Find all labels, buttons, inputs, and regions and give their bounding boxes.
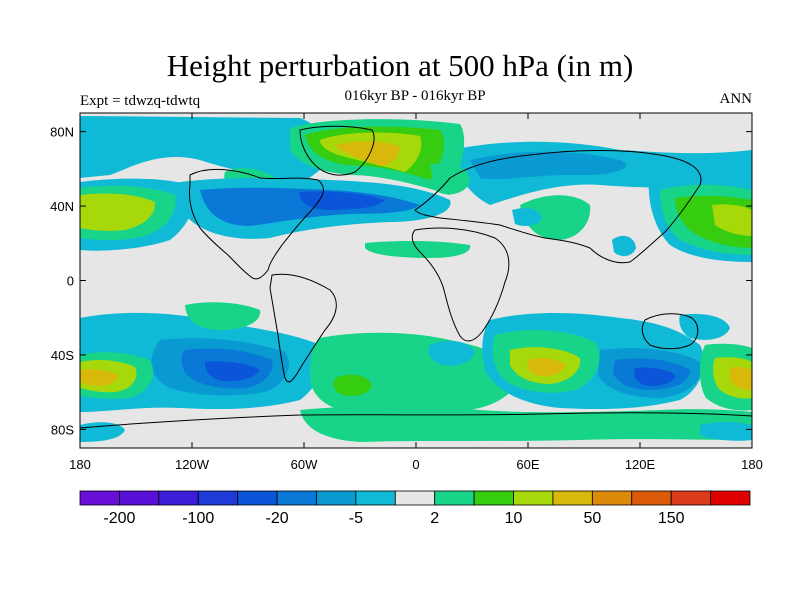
- axis-ticks: 80N 40N 0 40S 80S 180 120W 60W 0 60E 120E 180: [50, 113, 763, 472]
- coastline-africa: [411, 227, 510, 342]
- colorbar-swatch: [197, 490, 239, 506]
- lon-tick-label: 60W: [291, 457, 318, 472]
- colorbar-swatch: [158, 490, 199, 506]
- contour-negative-mideast: [512, 208, 542, 226]
- plot-title: Height perturbation at 500 hPa (in m): [166, 48, 634, 83]
- contour-negative-south-atlantic-small: [428, 340, 475, 366]
- lat-tick-label: 40S: [51, 348, 74, 363]
- colorbar-label: 50: [583, 510, 601, 527]
- coastline-antarctica: [80, 412, 752, 429]
- contour-negative-indochina: [612, 235, 636, 257]
- contour-positive-south-atlantic-10: [333, 374, 372, 396]
- colorbar-swatch: [631, 490, 672, 506]
- plot-subtitle: 016kyr BP - 016kyr BP: [344, 88, 486, 104]
- lon-tick-label: 60E: [516, 457, 539, 472]
- lat-tick-label: 80S: [51, 422, 74, 437]
- colorbar-swatch: [355, 490, 396, 506]
- colorbar-label: 150: [658, 510, 685, 527]
- lon-tick-label: 180: [69, 457, 91, 472]
- contour-negative-natlantic-20: [299, 191, 385, 210]
- colorbar-swatch: [434, 490, 475, 506]
- contour-positive-swpac-20: [80, 369, 118, 386]
- contour-negative-eurasia-inner: [470, 151, 627, 180]
- contour-negative-antarctic-right: [700, 421, 752, 441]
- contour-positive-indian-20: [527, 357, 565, 377]
- colorbar-swatch: [552, 490, 593, 506]
- contour-positive-centralasia: [520, 195, 591, 240]
- contour-negative-australia-20: [634, 367, 676, 386]
- lon-tick-label: 120W: [175, 457, 210, 472]
- contour-positive-greenland-50: [335, 141, 400, 166]
- contour-field: [80, 113, 752, 448]
- colorbar-swatch: [237, 490, 278, 506]
- colorbar-swatch: [394, 490, 436, 506]
- colorbar-label: -5: [349, 510, 363, 527]
- contour-negative-arctic-belt: [80, 116, 331, 185]
- lat-tick-label: 80N: [50, 125, 74, 140]
- lat-tick-label: 40N: [50, 199, 74, 214]
- coastline-north-america: [189, 169, 324, 280]
- contour-positive-tropical-pacific: [185, 302, 261, 330]
- colorbar-swatch: [276, 490, 317, 506]
- colorbar-swatch: [670, 490, 711, 506]
- colorbar-label: -100: [182, 510, 214, 527]
- coastline-greenland: [299, 125, 375, 176]
- colorbar-swatch: [710, 490, 751, 506]
- lon-tick-label: 180: [741, 457, 763, 472]
- colorbar-label: -200: [103, 510, 135, 527]
- colorbar-swatch: [79, 490, 120, 506]
- season-label: ANN: [719, 91, 753, 107]
- lon-tick-label: 0: [412, 457, 419, 472]
- coastline-eurasia: [414, 150, 702, 264]
- colorbar-label: 10: [505, 510, 523, 527]
- colorbar-label: -20: [265, 510, 288, 527]
- colorbar-swatch: [119, 490, 160, 506]
- colorbar-swatch: [316, 490, 357, 506]
- colorbar-swatch: [591, 490, 633, 506]
- contour-negative-tropical-pacific-east: [679, 313, 730, 340]
- lon-tick-label: 120E: [625, 457, 656, 472]
- contour-negative-southern-pacific-50: [204, 361, 260, 382]
- lat-tick-label: 0: [67, 274, 74, 289]
- coastlines: [80, 125, 752, 429]
- contour-positive-npac-10: [80, 193, 156, 231]
- coastline-south-america: [269, 273, 337, 383]
- contour-positive-nz-20: [729, 367, 752, 390]
- experiment-label: Expt = tdwzq-tdwtq: [80, 93, 201, 109]
- colorbar: -200 -100 -20 -5 2 10 50 150: [79, 490, 751, 527]
- colorbar-swatch: [513, 490, 554, 506]
- contour-positive-scandinavia: [430, 163, 470, 195]
- contour-positive-wpac-20: [712, 204, 752, 236]
- coastline-australia: [641, 313, 699, 350]
- colorbar-label: 2: [430, 510, 439, 527]
- colorbar-swatch: [473, 490, 514, 506]
